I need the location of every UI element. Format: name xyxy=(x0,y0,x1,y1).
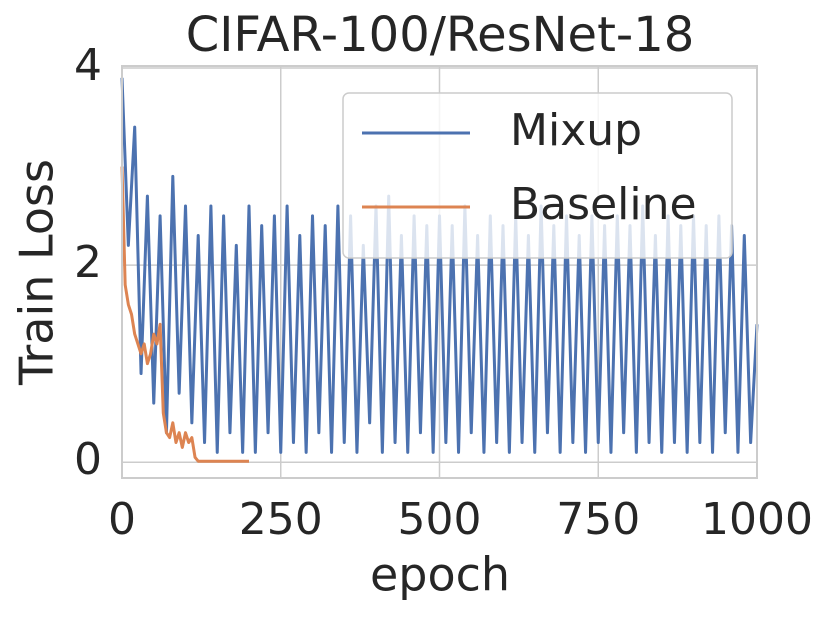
legend-label: Baseline xyxy=(510,179,697,230)
x-tick-label: 1000 xyxy=(701,494,813,545)
x-tick-label: 750 xyxy=(556,494,640,545)
y-tick-label: 2 xyxy=(74,237,102,288)
y-tick-label: 0 xyxy=(74,434,102,485)
data-line xyxy=(120,166,249,463)
x-tick-label: 250 xyxy=(239,494,323,545)
legend: Mixup Baseline xyxy=(342,92,733,259)
plot-border xyxy=(121,65,758,479)
x-tick-label: 500 xyxy=(398,494,482,545)
y-axis-label: Train Loss xyxy=(10,159,64,386)
y-tick-label: 4 xyxy=(74,40,102,91)
legend-label: Mixup xyxy=(510,105,642,156)
x-axis-label: epoch xyxy=(370,548,510,602)
chart-title: CIFAR-100/ResNet-18 xyxy=(186,7,695,63)
x-tick-label: 0 xyxy=(108,494,136,545)
